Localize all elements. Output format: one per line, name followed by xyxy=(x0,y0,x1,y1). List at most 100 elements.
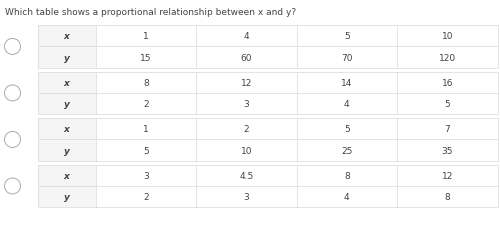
Text: x: x xyxy=(64,79,70,87)
Bar xyxy=(38,94,96,115)
Bar xyxy=(397,186,498,207)
Bar xyxy=(38,119,96,140)
Bar xyxy=(296,47,397,68)
Bar xyxy=(296,94,397,115)
Text: 4.5: 4.5 xyxy=(239,171,254,180)
Bar xyxy=(96,119,196,140)
Text: 10: 10 xyxy=(442,32,453,41)
Bar xyxy=(196,72,296,94)
Bar xyxy=(296,165,397,186)
Text: 8: 8 xyxy=(344,171,350,180)
Bar xyxy=(38,47,96,68)
Text: 60: 60 xyxy=(240,53,252,62)
Bar xyxy=(196,165,296,186)
Text: 1: 1 xyxy=(143,32,149,41)
Text: 4: 4 xyxy=(344,192,350,201)
Text: 3: 3 xyxy=(143,171,149,180)
Bar xyxy=(38,94,96,115)
Text: 4: 4 xyxy=(344,100,350,109)
Bar xyxy=(296,140,397,161)
Text: y: y xyxy=(64,53,70,62)
Bar xyxy=(96,72,196,94)
Bar xyxy=(38,165,96,186)
Bar xyxy=(397,186,498,207)
Bar xyxy=(196,140,296,161)
Text: 8: 8 xyxy=(444,192,450,201)
Bar xyxy=(397,72,498,94)
Bar xyxy=(38,72,96,94)
Bar xyxy=(397,94,498,115)
Bar xyxy=(296,47,397,68)
Text: 70: 70 xyxy=(341,53,352,62)
Bar xyxy=(196,119,296,140)
Text: 3: 3 xyxy=(244,192,249,201)
Bar xyxy=(96,26,196,47)
Bar xyxy=(397,47,498,68)
Bar xyxy=(397,140,498,161)
Bar xyxy=(96,47,196,68)
Bar xyxy=(296,186,397,207)
Bar xyxy=(96,140,196,161)
Bar xyxy=(196,26,296,47)
Bar xyxy=(296,186,397,207)
Bar xyxy=(38,186,96,207)
Bar xyxy=(296,72,397,94)
Text: x: x xyxy=(64,32,70,41)
Bar xyxy=(196,94,296,115)
Text: y: y xyxy=(64,146,70,155)
Bar xyxy=(96,119,196,140)
Text: x: x xyxy=(64,171,70,180)
Bar xyxy=(38,119,96,140)
Bar xyxy=(38,165,96,186)
Bar xyxy=(38,186,96,207)
Text: y: y xyxy=(64,192,70,201)
Bar xyxy=(96,72,196,94)
Text: 120: 120 xyxy=(438,53,456,62)
Text: 25: 25 xyxy=(341,146,352,155)
Bar xyxy=(397,26,498,47)
Text: 16: 16 xyxy=(442,79,453,87)
Text: 1: 1 xyxy=(143,125,149,134)
Bar xyxy=(196,47,296,68)
Bar xyxy=(296,26,397,47)
Bar xyxy=(38,26,96,47)
Bar xyxy=(196,186,296,207)
Bar xyxy=(196,47,296,68)
Bar xyxy=(296,140,397,161)
Bar xyxy=(96,165,196,186)
Bar xyxy=(38,140,96,161)
Bar xyxy=(296,94,397,115)
Bar xyxy=(397,94,498,115)
Bar xyxy=(38,47,96,68)
Bar xyxy=(196,26,296,47)
Text: 10: 10 xyxy=(240,146,252,155)
Bar xyxy=(96,94,196,115)
Bar xyxy=(397,47,498,68)
Text: 8: 8 xyxy=(143,79,149,87)
Bar xyxy=(96,140,196,161)
Bar xyxy=(196,119,296,140)
Bar xyxy=(397,165,498,186)
Bar xyxy=(96,186,196,207)
Text: 4: 4 xyxy=(244,32,249,41)
Bar xyxy=(397,119,498,140)
Text: 2: 2 xyxy=(143,100,148,109)
Bar xyxy=(397,72,498,94)
Text: 12: 12 xyxy=(240,79,252,87)
Bar xyxy=(96,47,196,68)
Text: y: y xyxy=(64,100,70,109)
Bar xyxy=(397,26,498,47)
Bar xyxy=(96,94,196,115)
Bar xyxy=(96,186,196,207)
Text: 2: 2 xyxy=(244,125,249,134)
Text: Which table shows a proportional relationship between x and y?: Which table shows a proportional relatio… xyxy=(5,8,296,17)
Bar xyxy=(296,72,397,94)
Text: 5: 5 xyxy=(344,125,350,134)
Bar xyxy=(296,119,397,140)
Text: 5: 5 xyxy=(143,146,149,155)
Bar xyxy=(96,26,196,47)
Text: 12: 12 xyxy=(442,171,453,180)
Bar xyxy=(296,165,397,186)
Bar xyxy=(196,165,296,186)
Bar xyxy=(196,94,296,115)
